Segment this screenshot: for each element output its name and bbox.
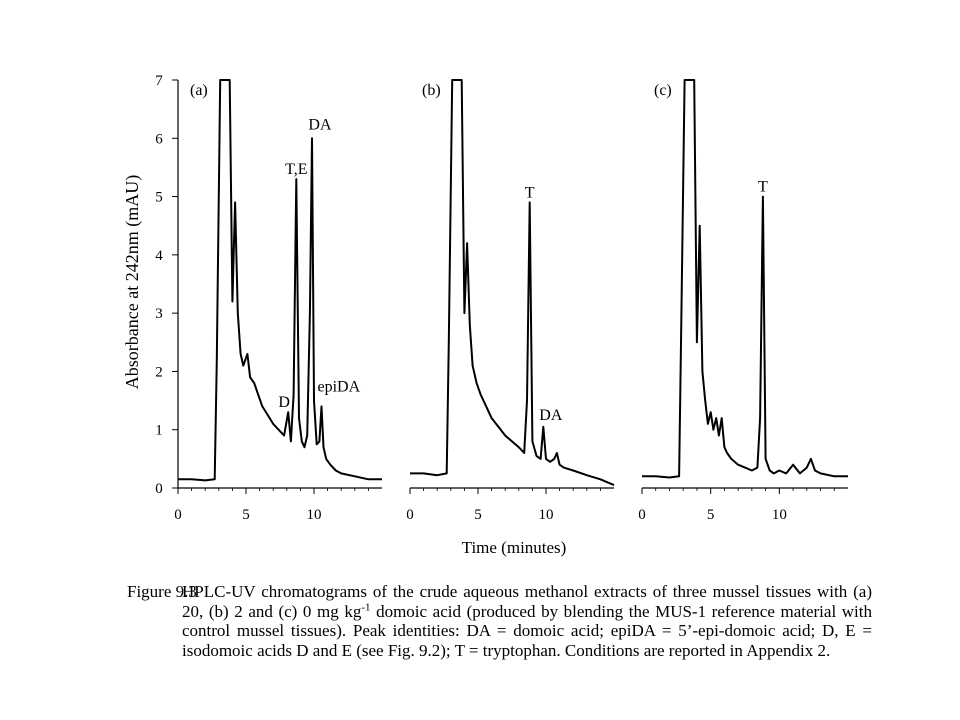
caption-label: Figure 9.3 [127,582,197,601]
y-tick-label: 7 [155,73,163,89]
x-tick-label: 10 [539,507,554,523]
x-tick-label: 5 [707,507,715,523]
peak-annotation: T [525,184,535,201]
caption-text: HPLC-UV chromatograms of the crude aqueo… [182,582,872,660]
y-tick-label: 4 [155,248,163,264]
chart-panel: 0 5 10 (c) T [638,79,848,523]
x-tick-label: 0 [406,507,414,523]
caption-text-after: domoic acid (produced by blending the MU… [182,601,872,660]
chromatogram-trace [642,79,848,479]
x-tick-label: 5 [242,507,250,523]
peak-annotation: T,E [285,161,307,178]
peak-annotation: DA [539,407,563,424]
caption-superscript: -1 [361,600,371,613]
caption-text-before: HPLC-UV chromatograms of the crude aqueo… [182,582,872,621]
chromatogram-trace [178,79,382,482]
panel-label: (b) [422,82,441,99]
figure-caption: Figure 9.3 HPLC-UV chromatograms of the … [127,582,872,660]
x-tick-label: 0 [638,507,646,523]
x-tick-label: 10 [307,507,322,523]
x-tick-label: 5 [474,507,482,523]
x-tick-label: 10 [772,507,787,523]
y-tick-label: 2 [155,364,163,380]
y-tick-label: 1 [155,423,163,439]
peak-annotation: DA [308,116,332,133]
y-tick-label: 0 [155,481,163,497]
chart-panel: 0 5 10 (b) T DA [406,79,615,523]
panel-label: (c) [654,82,672,99]
y-tick-label: 5 [155,190,163,206]
x-axis-label: Time (minutes) [462,538,567,557]
peak-annotation: epiDA [317,378,360,395]
x-tick-label: 0 [174,507,182,523]
chromatogram-trace [410,79,615,487]
peak-annotation: T [758,179,768,196]
y-tick-label: 6 [155,131,163,147]
y-axis-label: Absorbance at 242nm (mAU) [122,175,143,389]
panel-label: (a) [190,82,208,99]
peak-annotation: D [278,394,290,411]
y-tick-label: 3 [155,306,163,322]
